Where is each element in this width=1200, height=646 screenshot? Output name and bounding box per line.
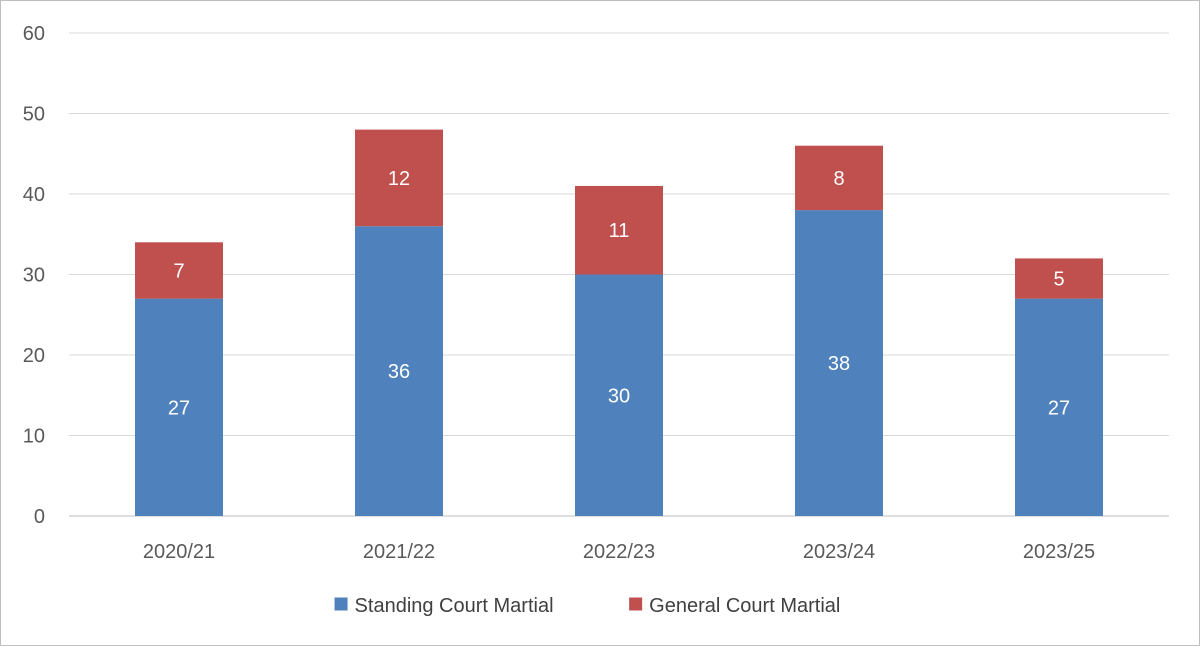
y-tick-label: 60 [23,23,45,45]
data-label: 11 [609,220,630,242]
data-label: 7 [173,260,184,282]
x-tick-label: 2022/23 [583,541,655,563]
legend-label: Standing Court Martial [355,595,554,617]
data-label: 27 [168,397,190,419]
x-tick-label: 2021/22 [363,541,435,563]
x-tick-label: 2020/21 [143,541,215,563]
bar-segment-standing [135,298,223,516]
data-label: 5 [1053,269,1064,291]
legend-swatch [334,597,348,611]
data-labels: 27 7 36 12 30 11 38 8 27 5 [168,168,1070,419]
x-tick-label: 2023/24 [803,541,875,563]
y-tick-label: 30 [23,265,45,287]
x-axis-ticks: 2020/21 2021/22 2022/23 2023/24 2023/25 [143,541,1095,563]
y-tick-label: 40 [23,184,45,206]
bar-segment-general [795,145,883,211]
bar-segment-standing [1015,298,1103,516]
data-label: 38 [828,353,850,375]
legend-swatch [629,597,643,611]
data-label: 27 [1048,397,1070,419]
data-label: 8 [833,168,844,190]
bar-segment-general [135,242,223,299]
bar-segment-general [1015,258,1103,299]
bars [135,129,1103,516]
legend-label: General Court Martial [649,595,840,617]
bar-segment-standing [575,274,663,516]
y-tick-label: 20 [23,345,45,367]
legend: Standing Court Martial General Court Mart… [334,595,840,617]
y-tick-label: 50 [23,104,45,126]
y-tick-label: 0 [34,506,45,528]
x-tick-label: 2023/25 [1023,541,1095,563]
bar-segment-standing [795,210,883,516]
y-tick-label: 10 [23,426,45,448]
data-label: 30 [608,385,630,407]
data-label: 12 [388,168,410,190]
y-axis-ticks: 0 10 20 30 40 50 60 [23,23,45,528]
bar-segment-general [355,129,443,227]
bar-segment-standing [355,226,443,516]
bar-segment-general [575,185,663,275]
data-label: 36 [388,361,410,383]
